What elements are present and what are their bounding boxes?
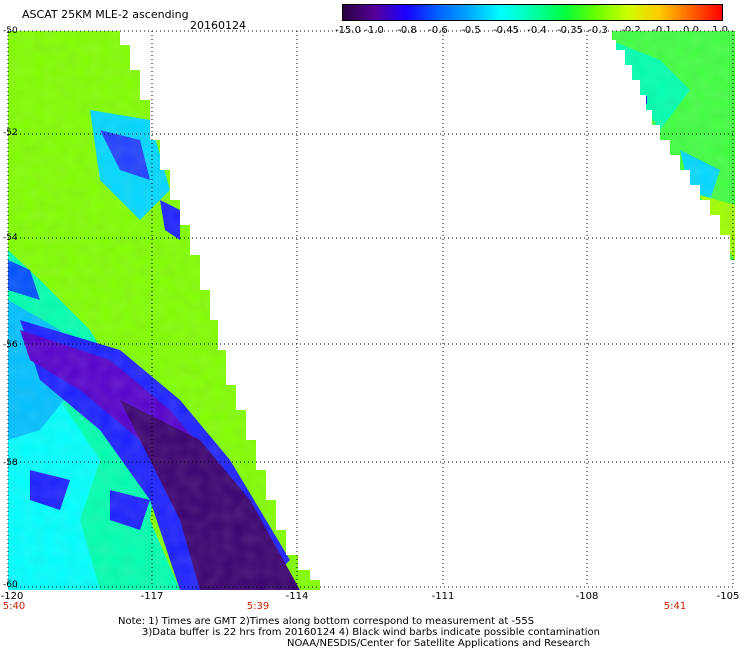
map-title: ASCAT 25KM MLE-2 ascending: [22, 8, 189, 21]
footnote-line-1: Note: 1) Times are GMT 2)Times along bot…: [118, 616, 535, 627]
lon-label: -105: [716, 591, 740, 602]
colorbar-label: -0.3: [588, 25, 608, 36]
colorbar-label: -0.35: [557, 25, 583, 36]
lon-label: -120: [0, 591, 24, 602]
footnote-line-3: NOAA/NESDIS/Center for Satellite Applica…: [287, 638, 591, 649]
lat-label: -58: [3, 458, 18, 468]
colorbar-label: -0.45: [493, 25, 519, 36]
lat-label: -54: [3, 233, 18, 243]
time-label: 5:39: [246, 601, 270, 612]
colorbar-label: -1.0: [364, 25, 384, 36]
colorbar-label: -0.1: [652, 25, 672, 36]
left-swath: [8, 31, 320, 590]
footnote-line-2: 3)Data buffer is 22 hrs from 20160124 4)…: [142, 627, 600, 638]
colorbar: [342, 4, 723, 21]
time-label: 5:40: [2, 601, 26, 612]
map-date: 20160124: [190, 19, 246, 32]
lat-label: -50: [3, 26, 18, 36]
lon-label: -108: [575, 591, 599, 602]
colorbar-label: 0.0: [683, 25, 699, 36]
colorbar-label: -0.6: [428, 25, 448, 36]
time-label: 5:41: [663, 601, 687, 612]
lon-label: -117: [140, 591, 164, 602]
right-swath: [612, 31, 735, 260]
lat-label: -60: [3, 580, 18, 590]
lat-label: -52: [3, 128, 18, 138]
lon-label: -114: [285, 591, 309, 602]
lon-label: -111: [431, 591, 455, 602]
colorbar-label: -0.5: [461, 25, 481, 36]
colorbar-label: -0.8: [397, 25, 417, 36]
lat-lon-grid: [7, 30, 735, 588]
lat-label: -56: [3, 340, 18, 350]
colorbar-label: -0.2: [621, 25, 641, 36]
